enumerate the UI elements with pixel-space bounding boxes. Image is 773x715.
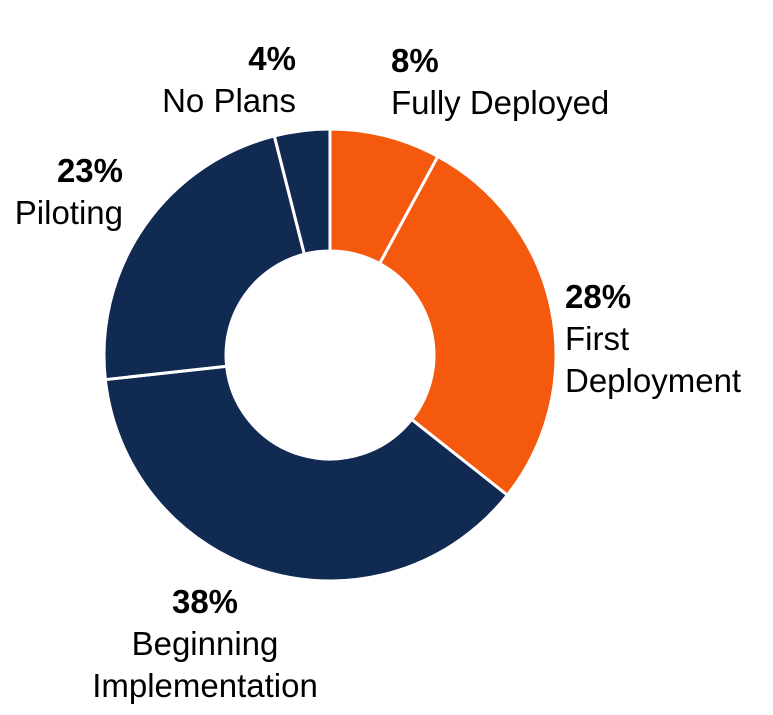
label-piloting-name: Piloting [14,194,123,231]
donut-segment-beginning-implementation [103,364,509,583]
label-fully-deployed: 8% Fully Deployed [391,40,609,124]
label-piloting: 23% Piloting [15,150,123,234]
label-no-plans-pct: 4% [248,40,296,77]
donut-segment-no-plans [272,127,332,256]
label-first-deployment-pct: 28% [565,278,632,315]
label-fully-deployed-name: Fully Deployed [391,84,610,121]
label-piloting-pct: 23% [56,152,123,189]
label-fully-deployed-pct: 8% [391,42,439,79]
label-beginning-implementation-pct: 38% [171,583,239,620]
donut-segment-piloting [102,134,306,382]
label-first-deployment-name: First Deployment [565,320,742,399]
label-no-plans-name: No Plans [162,82,296,119]
label-no-plans: 4% No Plans [162,38,296,122]
label-beginning-implementation-name: Beginning Implementation [92,625,318,704]
donut-chart [102,127,558,583]
donut-segment-first-deployment [378,154,558,497]
label-beginning-implementation: 38% Beginning Implementation [53,581,357,707]
label-first-deployment: 28% First Deployment [565,276,755,402]
